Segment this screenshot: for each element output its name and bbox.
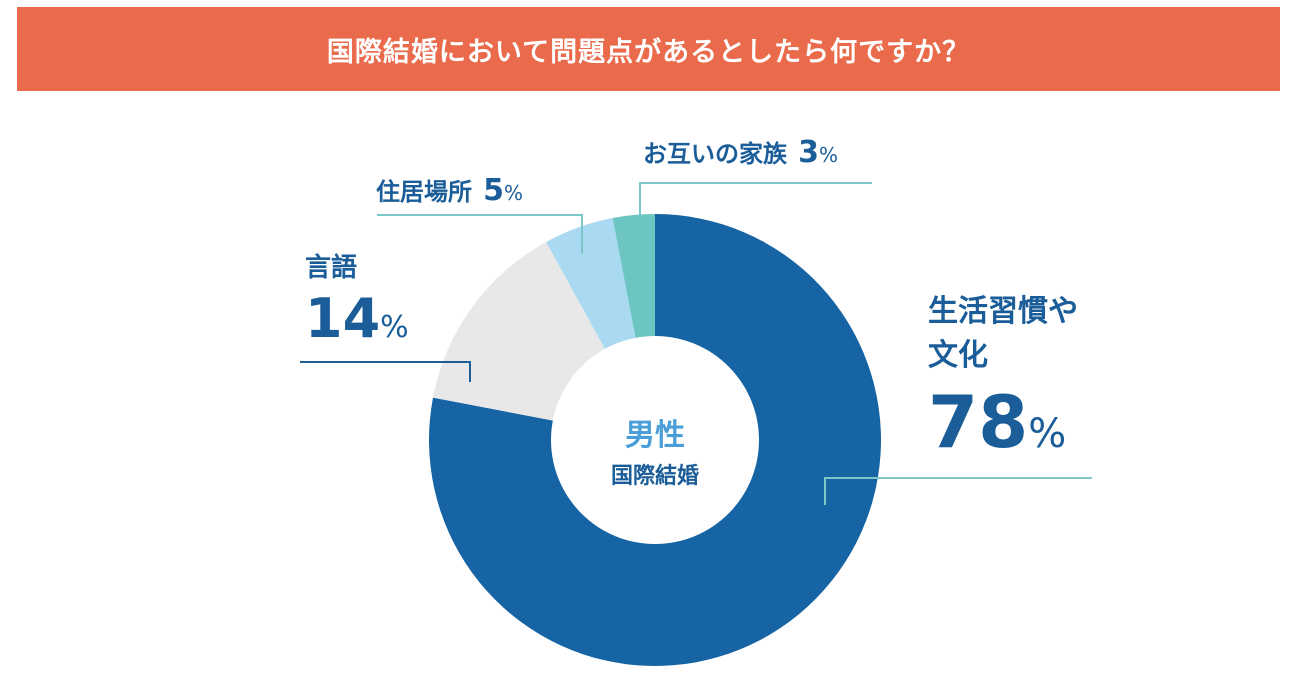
family-unit: % — [818, 143, 838, 167]
slice-label-family: お互いの家族 3% — [643, 134, 838, 169]
language-value: 14 — [305, 287, 381, 350]
leader-language — [300, 361, 471, 382]
lifestyle-name-line2: 文化 — [928, 338, 988, 373]
leader-residence — [377, 214, 583, 254]
lifestyle-unit: % — [1028, 411, 1067, 457]
family-name: お互いの家族 — [643, 140, 787, 168]
slice-label-language: 言語 14% — [305, 250, 409, 346]
title-banner: 国際結婚において問題点があるとしたら何ですか？ — [17, 7, 1280, 91]
family-value: 3 — [798, 135, 819, 170]
residence-name: 住居場所 — [376, 178, 472, 206]
residence-unit: % — [503, 181, 523, 205]
language-name: 言語 — [305, 253, 358, 283]
language-unit: % — [380, 310, 409, 345]
slice-label-lifestyle: 生活習慣や 文化 78% — [928, 290, 1078, 458]
lifestyle-name-line1: 生活習慣や — [928, 294, 1078, 329]
center-label-topic: 国際結婚 — [610, 464, 699, 489]
donut-hole — [551, 336, 759, 544]
leader-lifestyle — [824, 477, 1092, 505]
leader-family — [639, 182, 872, 219]
slice-label-residence: 住居場所 5% — [376, 172, 523, 207]
lifestyle-value: 78 — [928, 380, 1029, 464]
center-label-gender: 男性 — [625, 418, 685, 453]
chart-title: 国際結婚において問題点があるとしたら何ですか？ — [326, 36, 971, 68]
residence-value: 5 — [483, 173, 504, 208]
